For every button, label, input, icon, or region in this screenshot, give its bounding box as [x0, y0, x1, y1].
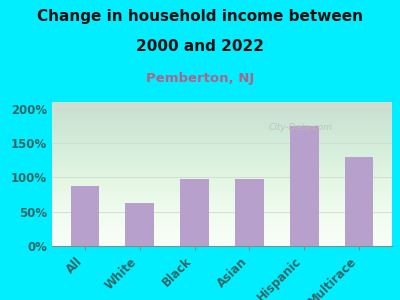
Bar — [345, 157, 373, 246]
Text: Change in household income between: Change in household income between — [37, 9, 363, 24]
Bar — [126, 203, 154, 246]
Text: 2000 and 2022: 2000 and 2022 — [136, 39, 264, 54]
Bar — [290, 126, 318, 246]
Text: Pemberton, NJ: Pemberton, NJ — [146, 72, 254, 85]
Bar — [180, 179, 209, 246]
Bar — [71, 186, 99, 246]
Bar — [235, 179, 264, 246]
Text: City-Data.com: City-Data.com — [268, 123, 332, 132]
